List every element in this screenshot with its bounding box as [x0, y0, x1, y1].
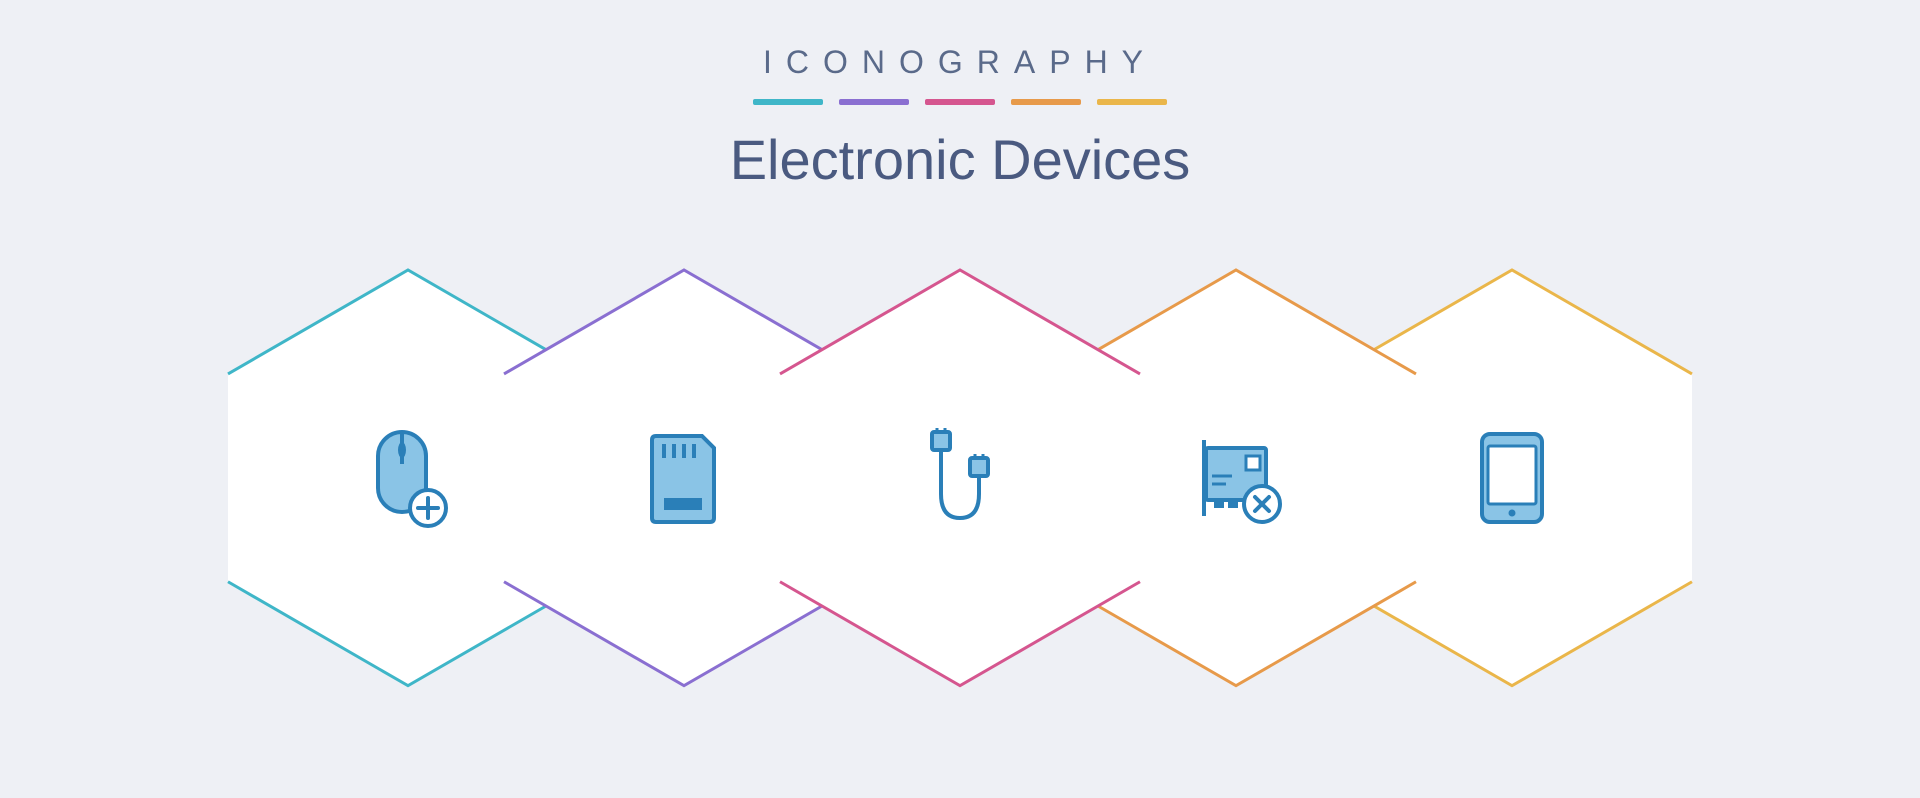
hex-cable-plugs[interactable]	[780, 270, 1140, 686]
brand-divider	[0, 99, 1920, 105]
header: ICONOGRAPHY Electronic Devices	[0, 44, 1920, 192]
divider-seg-1	[839, 99, 909, 105]
divider-seg-4	[1097, 99, 1167, 105]
pack-title: Electronic Devices	[0, 127, 1920, 192]
divider-seg-3	[1011, 99, 1081, 105]
brand-label: ICONOGRAPHY	[0, 44, 1920, 81]
hexagon-row	[270, 270, 1650, 686]
divider-seg-0	[753, 99, 823, 105]
divider-seg-2	[925, 99, 995, 105]
